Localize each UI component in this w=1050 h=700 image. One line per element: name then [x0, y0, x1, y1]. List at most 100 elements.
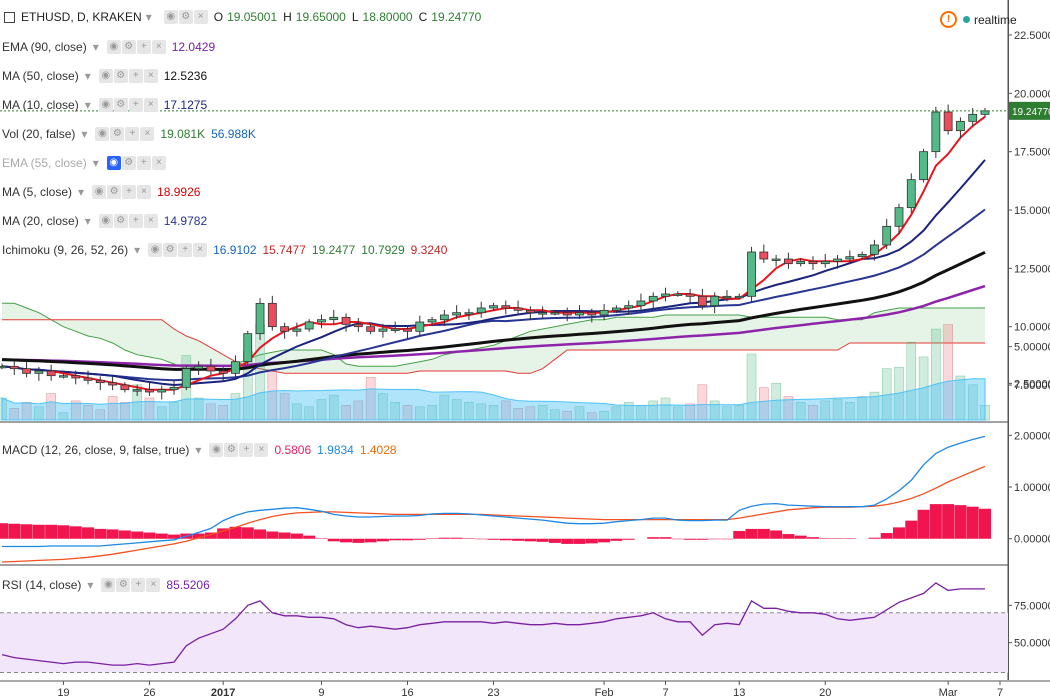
indicator-value: 17.1275 — [163, 98, 208, 112]
close-icon[interactable]: × — [151, 40, 166, 54]
chevron-down-icon[interactable]: ▾ — [84, 98, 91, 112]
chevron-down-icon[interactable]: ▾ — [81, 127, 88, 141]
gear-icon[interactable]: ⚙ — [107, 185, 122, 199]
close-icon[interactable]: × — [193, 10, 208, 24]
indicator-legend[interactable]: MA (5, close) ▾ ◉ ⚙ + × 18.9926 — [2, 183, 206, 201]
close-icon[interactable]: × — [193, 243, 208, 257]
alert-icon[interactable]: ! — [940, 11, 957, 28]
chevron-down-icon[interactable]: ▾ — [92, 40, 99, 54]
symbol-buttons: ◉ ⚙ × — [163, 10, 208, 24]
chevron-down-icon[interactable]: ▾ — [145, 10, 152, 24]
indicator-legend[interactable]: Ichimoku (9, 26, 52, 26) ▾ ◉ ⚙ + × 16.9102 15.7… — [2, 241, 453, 259]
rsi-legend[interactable]: RSI (14, close) ▾ ◉ ⚙ + × 85.5206 — [2, 576, 216, 594]
indicator-label[interactable]: EMA (55, close) — [2, 156, 87, 170]
macd-hist-bar — [622, 538, 635, 540]
gear-icon[interactable]: ⚙ — [178, 10, 193, 24]
close-icon[interactable]: × — [137, 185, 152, 199]
macd-hist-bar — [327, 538, 340, 542]
price-tick-label: 7.50000 — [1014, 380, 1050, 392]
macd-hist-bar — [32, 524, 45, 539]
realtime-indicator[interactable]: ! realtime — [940, 11, 1017, 28]
macd-legend[interactable]: MACD (12, 26, close, 9, false, true) ▾ ◉ ⚙ +… — [2, 441, 403, 459]
eye-icon[interactable]: ◉ — [106, 40, 121, 54]
add-icon[interactable]: + — [131, 578, 146, 592]
add-icon[interactable]: + — [136, 40, 151, 54]
eye-icon[interactable]: ◉ — [106, 156, 121, 170]
chevron-down-icon[interactable]: ▾ — [195, 443, 202, 457]
eye-icon[interactable]: ◉ — [98, 214, 113, 228]
add-icon[interactable]: + — [128, 98, 143, 112]
macd-hist-bar — [831, 538, 844, 539]
candle — [624, 305, 634, 309]
close-icon[interactable]: × — [254, 443, 269, 457]
eye-icon[interactable]: ◉ — [92, 185, 107, 199]
macd-hist-bar — [720, 538, 733, 540]
indicator-label[interactable]: Ichimoku (9, 26, 52, 26) — [2, 243, 129, 257]
gear-icon[interactable]: ⚙ — [116, 578, 131, 592]
indicator-label[interactable]: MA (5, close) — [2, 185, 73, 199]
collapse-icon[interactable] — [4, 11, 15, 23]
add-icon[interactable]: + — [239, 443, 254, 457]
add-icon[interactable]: + — [125, 127, 140, 141]
candle — [784, 258, 793, 265]
eye-icon[interactable]: ◉ — [98, 98, 113, 112]
indicator-label[interactable]: Vol (20, false) — [2, 127, 76, 141]
gear-icon[interactable]: ⚙ — [113, 214, 128, 228]
close-icon[interactable]: × — [151, 156, 166, 170]
chevron-down-icon[interactable]: ▾ — [84, 69, 91, 83]
indicator-legend[interactable]: EMA (55, close) ▾ ◉ ⚙ + × — [2, 154, 172, 172]
close-icon[interactable]: × — [140, 127, 155, 141]
close-icon[interactable]: × — [143, 214, 158, 228]
add-icon[interactable]: + — [136, 156, 151, 170]
gear-icon[interactable]: ⚙ — [163, 243, 178, 257]
indicator-legend[interactable]: Vol (20, false) ▾ ◉ ⚙ + × 19.081K 56.988K — [2, 125, 262, 143]
gear-icon[interactable]: ⚙ — [113, 69, 128, 83]
indicator-label[interactable]: MA (20, close) — [2, 214, 79, 228]
eye-icon[interactable]: ◉ — [95, 127, 110, 141]
gear-icon[interactable]: ⚙ — [121, 40, 136, 54]
close-icon[interactable]: × — [146, 578, 161, 592]
gear-icon[interactable]: ⚙ — [113, 98, 128, 112]
indicator-legend[interactable]: MA (10, close) ▾ ◉ ⚙ + × 17.1275 — [2, 96, 213, 114]
ma10-line — [1, 159, 986, 387]
add-icon[interactable]: + — [128, 69, 143, 83]
indicator-legend[interactable]: MA (20, close) ▾ ◉ ⚙ + × 14.9782 — [2, 212, 213, 230]
macd-tick-label: 0.00000 — [1014, 534, 1050, 546]
chevron-down-icon[interactable]: ▾ — [92, 156, 99, 170]
ichimoku-cloud — [2, 303, 985, 374]
chevron-down-icon[interactable]: ▾ — [87, 578, 94, 592]
close-icon[interactable]: × — [143, 98, 158, 112]
chevron-down-icon[interactable]: ▾ — [78, 185, 85, 199]
volume-ma-area — [1, 378, 986, 421]
gear-icon[interactable]: ⚙ — [121, 156, 136, 170]
time-tick-label: 13 — [733, 687, 745, 699]
indicator-label[interactable]: MA (10, close) — [2, 98, 79, 112]
gear-icon[interactable]: ⚙ — [224, 443, 239, 457]
chevron-down-icon[interactable]: ▾ — [84, 214, 91, 228]
indicator-legend[interactable]: EMA (90, close) ▾ ◉ ⚙ + × 12.0429 — [2, 38, 221, 56]
gear-icon[interactable]: ⚙ — [110, 127, 125, 141]
candle — [697, 295, 707, 307]
add-icon[interactable]: + — [122, 185, 137, 199]
price-tick-label: 10.00000 — [1014, 322, 1050, 334]
indicator-label[interactable]: MA (50, close) — [2, 69, 79, 83]
candle — [956, 120, 965, 132]
chevron-down-icon[interactable]: ▾ — [134, 243, 141, 257]
time-tick-label: 7 — [997, 687, 1003, 699]
add-icon[interactable]: + — [178, 243, 193, 257]
eye-icon[interactable]: ◉ — [101, 578, 116, 592]
eye-icon[interactable]: ◉ — [209, 443, 224, 457]
indicator-buttons: ◉ ⚙ + × — [148, 243, 208, 257]
realtime-label: realtime — [974, 12, 1017, 27]
eye-icon[interactable]: ◉ — [163, 10, 178, 24]
indicator-label[interactable]: EMA (90, close) — [2, 40, 87, 54]
indicator-legend[interactable]: MA (50, close) ▾ ◉ ⚙ + × 12.5236 — [2, 67, 213, 85]
eye-icon[interactable]: ◉ — [148, 243, 163, 257]
close-icon[interactable]: × — [143, 69, 158, 83]
indicator-label[interactable]: RSI (14, close) — [2, 578, 82, 592]
symbol-label[interactable]: ETHUSD, D, KRAKEN — [21, 10, 142, 24]
eye-icon[interactable]: ◉ — [98, 69, 113, 83]
indicator-label[interactable]: MACD (12, 26, close, 9, false, true) — [2, 443, 190, 457]
add-icon[interactable]: + — [128, 214, 143, 228]
